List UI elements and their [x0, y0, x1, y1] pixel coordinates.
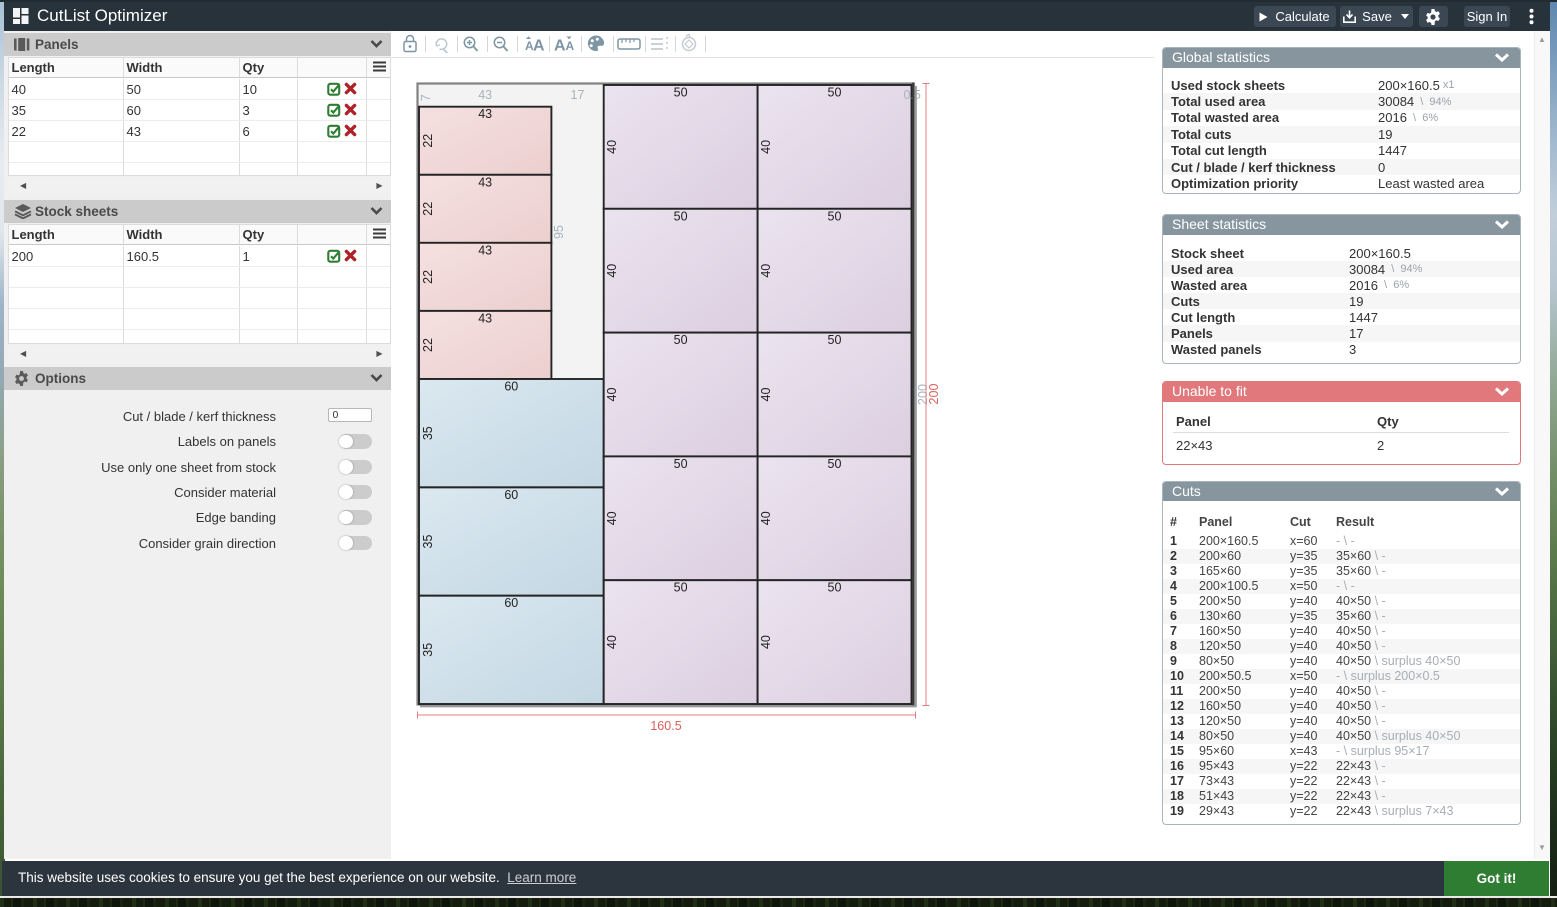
svg-text:50: 50 [828, 581, 842, 595]
svg-text:40: 40 [605, 511, 619, 525]
svg-text:7: 7 [419, 94, 433, 101]
svg-text:40: 40 [605, 264, 619, 278]
svg-text:200: 200 [927, 384, 941, 405]
svg-text:A: A [525, 39, 534, 53]
svg-text:40: 40 [759, 388, 773, 402]
svg-text:50: 50 [674, 333, 688, 347]
svg-text:22: 22 [421, 338, 435, 352]
svg-text:50: 50 [828, 333, 842, 347]
svg-text:22: 22 [421, 270, 435, 284]
svg-text:43: 43 [478, 107, 492, 121]
svg-text:40: 40 [759, 635, 773, 649]
svg-text:50: 50 [674, 581, 688, 595]
svg-text:50: 50 [674, 457, 688, 471]
svg-text:40: 40 [759, 264, 773, 278]
svg-text:17: 17 [571, 88, 585, 102]
svg-text:50: 50 [674, 86, 688, 100]
svg-text:40: 40 [759, 140, 773, 154]
svg-text:35: 35 [421, 643, 435, 657]
svg-text:22: 22 [421, 202, 435, 216]
svg-text:60: 60 [504, 488, 518, 502]
svg-text:35: 35 [421, 426, 435, 440]
svg-text:A: A [533, 38, 545, 55]
svg-text:40: 40 [605, 388, 619, 402]
svg-text:43: 43 [478, 311, 492, 325]
svg-text:160.5: 160.5 [650, 719, 681, 733]
svg-text:22: 22 [421, 134, 435, 148]
svg-text:A: A [566, 39, 575, 53]
svg-text:50: 50 [674, 209, 688, 223]
svg-text:43: 43 [478, 88, 492, 102]
svg-text:95: 95 [552, 225, 566, 239]
svg-text:50: 50 [828, 457, 842, 471]
svg-text:43: 43 [478, 175, 492, 189]
svg-text:43: 43 [478, 243, 492, 257]
svg-text:60: 60 [504, 380, 518, 394]
svg-text:35: 35 [421, 535, 435, 549]
svg-text:A: A [554, 38, 566, 55]
svg-text:40: 40 [605, 635, 619, 649]
svg-text:60: 60 [504, 596, 518, 610]
svg-text:40: 40 [759, 511, 773, 525]
svg-text:50: 50 [828, 86, 842, 100]
svg-text:50: 50 [828, 209, 842, 223]
svg-text:40: 40 [605, 140, 619, 154]
